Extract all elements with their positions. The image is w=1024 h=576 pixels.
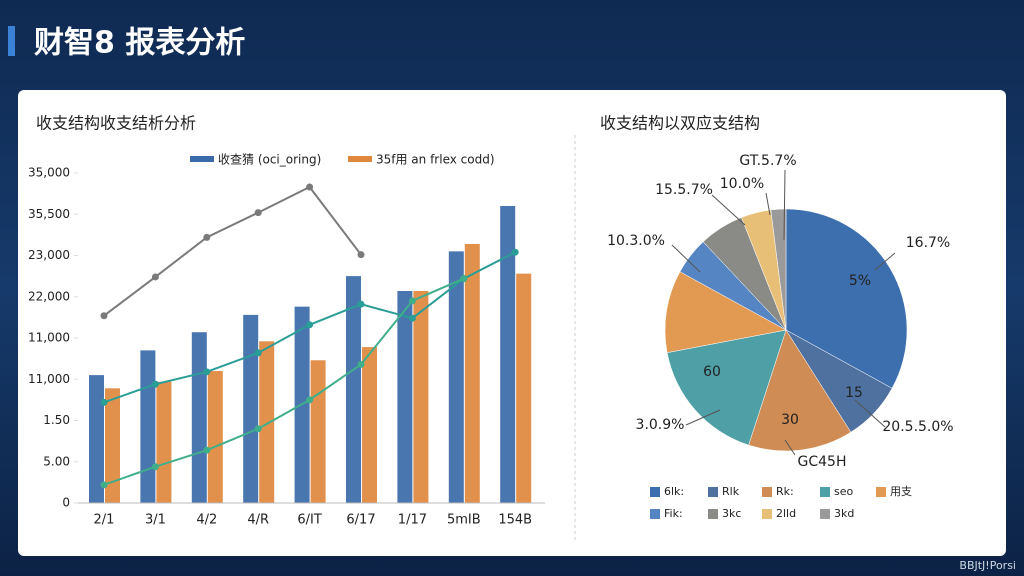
pie-label: 3.0.9%	[636, 417, 685, 433]
pie-label: 15.5.7%	[655, 182, 713, 198]
x-tick-label: 6/17	[346, 513, 375, 528]
bar	[259, 341, 275, 503]
bar	[207, 371, 223, 503]
line	[103, 185, 362, 317]
bar	[310, 360, 326, 503]
pie-slice	[664, 271, 787, 353]
legend-label: Fik:	[664, 507, 683, 520]
bar	[156, 381, 172, 503]
pie-label: 15	[845, 385, 863, 401]
x-tick-label: 5mIB	[447, 513, 481, 528]
legend-swatch	[348, 156, 372, 162]
y-tick-label: 5.00	[43, 454, 70, 468]
legend-label: Rlk	[722, 485, 740, 498]
pie-label: 5%	[849, 273, 871, 289]
legend-label: 3kc	[722, 507, 741, 520]
legend-label: Rk:	[776, 485, 794, 498]
bar	[140, 350, 156, 503]
pie-label: 10.0%	[720, 176, 764, 192]
y-tick-label: 11,000	[28, 331, 70, 345]
bar	[191, 332, 207, 503]
x-tick-label: 3/1	[145, 513, 166, 528]
bar	[362, 347, 377, 503]
pie-label: 20.5.5.0%	[882, 419, 953, 435]
bar	[89, 375, 104, 503]
pie-slice	[785, 208, 908, 389]
pie-slice	[666, 329, 787, 446]
legend-label: 用支	[890, 485, 912, 498]
legend-label: seo	[834, 485, 853, 498]
bar	[448, 251, 464, 503]
y-tick-label: 11,000	[28, 372, 70, 386]
leader-line	[711, 194, 746, 226]
pie-label: 30	[781, 412, 799, 428]
x-tick-label: 6/IT	[297, 513, 321, 528]
page-title: 财智8 报表分析	[34, 26, 245, 61]
legend-swatch	[708, 487, 718, 497]
pie-label: GC45H	[798, 454, 847, 470]
title-accent	[8, 26, 15, 56]
legend-swatch	[762, 487, 772, 497]
x-tick-label: 4/2	[196, 513, 217, 528]
legend-swatch	[820, 487, 830, 497]
x-tick-label: 2/1	[94, 513, 115, 528]
line	[103, 277, 465, 486]
legend-label: 35f用 an frlex codd)	[376, 153, 495, 167]
pie-slice	[770, 208, 787, 331]
pie-label: GT.5.7%	[739, 153, 796, 169]
leader-line	[783, 169, 786, 241]
pie-slice	[748, 329, 852, 452]
y-tick-label: 22,000	[28, 289, 70, 303]
leader-line	[854, 399, 886, 428]
pie-label: 10.3.0%	[607, 233, 665, 249]
bar	[346, 276, 361, 503]
bar	[397, 290, 413, 503]
y-tick-label: 35,000	[28, 166, 70, 180]
legend-label: 2lld	[776, 507, 796, 520]
y-tick-label: 23,000	[28, 248, 70, 262]
y-tick-label: 0	[62, 496, 70, 510]
leader-line	[874, 252, 896, 271]
y-tick-label: 35,500	[28, 207, 70, 221]
legend-swatch	[190, 156, 214, 162]
bar	[413, 290, 429, 503]
legend-swatch	[650, 487, 660, 497]
leader-line	[685, 409, 721, 426]
legend-label: 3kd	[834, 507, 854, 520]
leader-line	[784, 439, 796, 456]
legend-label: 6lk:	[664, 485, 684, 498]
x-tick-label: 154B	[498, 513, 532, 528]
x-tick-label: 4/R	[247, 513, 269, 528]
y-tick-label: 1.50	[43, 413, 70, 427]
bar	[105, 388, 120, 503]
legend-swatch	[708, 509, 718, 519]
footer-text: BBJtJ!Porsi	[959, 559, 1016, 572]
legend-swatch	[820, 509, 830, 519]
chart-title: 收支结构以双应支结构	[600, 114, 760, 133]
pie-label: 16.7%	[906, 235, 950, 251]
bar	[243, 314, 259, 503]
bar	[500, 206, 516, 503]
leader-line	[765, 192, 771, 216]
legend-swatch	[650, 509, 660, 519]
legend-label: 收查猜 (oci_oring)	[218, 153, 321, 167]
line	[103, 251, 516, 404]
legend-swatch	[762, 509, 772, 519]
chart-title: 收支结构收支结析分析	[36, 114, 196, 133]
leader-line	[671, 244, 701, 273]
bar	[464, 243, 480, 503]
bar	[516, 273, 532, 503]
legend-swatch	[876, 487, 886, 497]
pie-label: 60	[703, 364, 721, 380]
x-tick-label: 1/17	[398, 513, 427, 528]
